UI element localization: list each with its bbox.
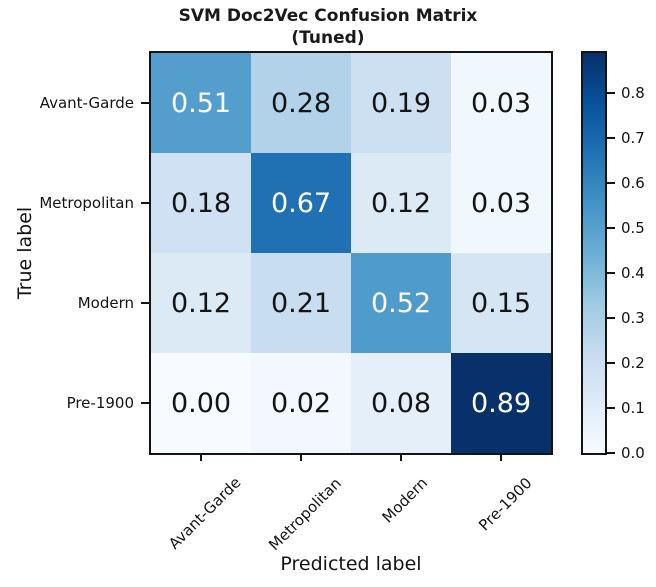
y-tick-label: Metropolitan [39, 194, 134, 212]
chart-title: SVM Doc2Vec Confusion Matrix (Tuned) [0, 5, 656, 49]
y-tick-mark [141, 202, 149, 204]
y-tick-label: Modern [77, 294, 134, 312]
colorbar-tick-mark [607, 92, 615, 95]
colorbar-tick-label: 0.0 [621, 444, 645, 462]
y-tick-mark [141, 402, 149, 404]
colorbar-tick-mark [607, 182, 615, 185]
y-tick-mark [141, 302, 149, 304]
matrix-cell-Metropolitan-Avant-Garde: 0.18 [151, 153, 251, 253]
x-tick-mark [300, 453, 302, 461]
matrix-cell-Pre-1900-Metropolitan: 0.02 [251, 353, 351, 453]
x-axis-label: Predicted label [280, 553, 422, 575]
heatmap-grid: 0.51 0.28 0.19 0.03 0.18 0.67 0.12 0.03 0.12 0.21… [149, 51, 553, 455]
matrix-cell-Modern-Pre-1900: 0.15 [451, 253, 551, 353]
colorbar-tick-mark [607, 227, 615, 230]
matrix-cell-Metropolitan-Metropolitan: 0.67 [251, 153, 351, 253]
matrix-cell-Avant-Garde-Modern: 0.19 [351, 53, 451, 153]
chart-title-line2: (Tuned) [291, 28, 365, 48]
colorbar-tick-label: 0.5 [621, 219, 645, 238]
x-tick-label: Pre-1900 [474, 473, 536, 535]
matrix-cell-Metropolitan-Pre-1900: 0.03 [451, 153, 551, 253]
x-tick-label: Metropolitan [264, 474, 345, 554]
matrix-cell-Pre-1900-Avant-Garde: 0.00 [151, 353, 251, 453]
colorbar-tick-label: 0.1 [621, 399, 645, 418]
x-tick-mark [200, 453, 202, 461]
y-tick-label: Avant-Garde [39, 94, 134, 112]
matrix-cell-Avant-Garde-Metropolitan: 0.28 [251, 53, 351, 153]
colorbar-tick-label: 0.7 [621, 129, 645, 148]
y-axis-label: True label [14, 206, 36, 300]
matrix-cell-Modern-Modern: 0.52 [351, 253, 451, 353]
colorbar-tick-label: 0.6 [621, 174, 645, 193]
matrix-cell-Metropolitan-Modern: 0.12 [351, 153, 451, 253]
colorbar-tick-mark [607, 362, 615, 365]
colorbar-tick-label: 0.8 [621, 84, 645, 103]
matrix-cell-Avant-Garde-Pre-1900: 0.03 [451, 53, 551, 153]
colorbar-tick-mark [607, 137, 615, 140]
colorbar-tick-mark [607, 407, 615, 410]
matrix-cell-Modern-Metropolitan: 0.21 [251, 253, 351, 353]
colorbar-tick-mark [607, 272, 615, 275]
y-tick-label: Pre-1900 [66, 394, 134, 412]
colorbar-tick-label: 0.3 [621, 309, 645, 328]
colorbar-tick-mark [607, 452, 615, 454]
x-tick-label: Avant-Garde [165, 473, 245, 554]
y-tick-mark [141, 102, 149, 104]
colorbar [581, 51, 607, 455]
x-tick-mark [500, 453, 502, 461]
colorbar-tick-label: 0.4 [621, 264, 645, 283]
chart-title-line1: SVM Doc2Vec Confusion Matrix [178, 6, 478, 26]
x-tick-mark [400, 453, 402, 461]
matrix-cell-Modern-Avant-Garde: 0.12 [151, 253, 251, 353]
colorbar-tick-mark [607, 317, 615, 320]
colorbar-tick-label: 0.2 [621, 354, 645, 373]
matrix-cell-Pre-1900-Pre-1900: 0.89 [451, 353, 551, 453]
matrix-cell-Pre-1900-Modern: 0.08 [351, 353, 451, 453]
matrix-cell-Avant-Garde-Avant-Garde: 0.51 [151, 53, 251, 153]
x-tick-label: Modern [378, 473, 432, 527]
